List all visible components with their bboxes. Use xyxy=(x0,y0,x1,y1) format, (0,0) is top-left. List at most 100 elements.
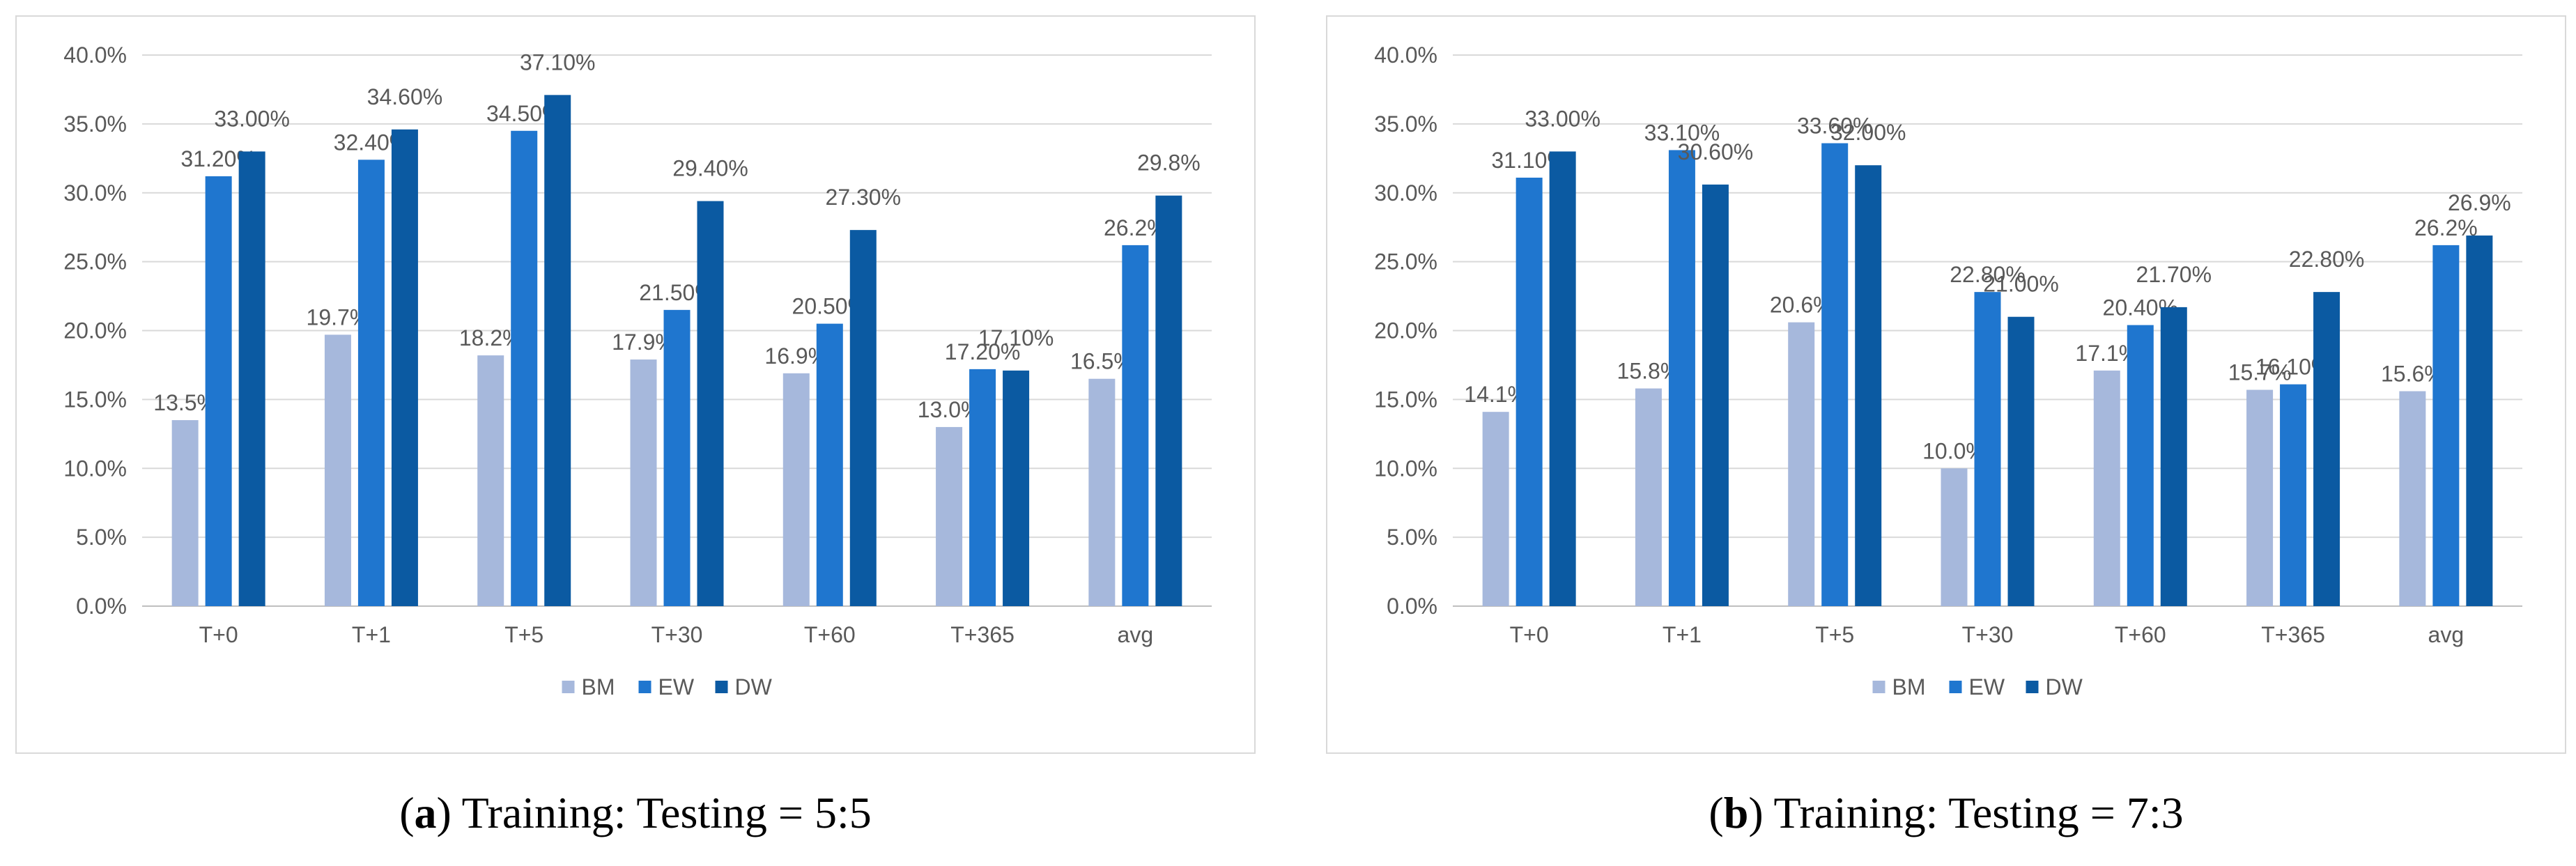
y-tick-label: 0.0% xyxy=(1387,594,1437,619)
bar-bm xyxy=(2246,389,2274,606)
caption-a-text: Training: Testing = 5:5 xyxy=(461,788,872,837)
y-tick-label: 35.0% xyxy=(1374,111,1437,137)
bar-ew xyxy=(2432,245,2460,606)
x-tick-label: T+30 xyxy=(1962,622,2014,647)
x-tick-label: T+5 xyxy=(1815,622,1854,647)
data-label: 22.80% xyxy=(2289,247,2365,272)
bar-bm xyxy=(2093,370,2120,606)
x-tick-label: T+365 xyxy=(950,622,1015,647)
chart-panel-a: 0.0% 5.0% 10.0% 15.0% 20.0% 25.0% 30.0% 35.0% 40… xyxy=(15,15,1256,754)
bar-ew xyxy=(2127,325,2154,606)
bar-ew xyxy=(663,309,691,606)
x-tick-label: T+60 xyxy=(2115,622,2166,647)
bar-dw xyxy=(849,230,877,607)
data-label: 27.30% xyxy=(826,185,902,210)
bar-bm xyxy=(1941,468,1968,606)
bar-dw xyxy=(238,151,265,607)
y-tick-label: 20.0% xyxy=(63,318,127,343)
bar-ew xyxy=(816,323,843,606)
data-label: 15.7% xyxy=(2228,360,2292,385)
legend-label-bm: BM xyxy=(582,674,615,699)
x-tick-label: T+5 xyxy=(504,622,543,647)
data-label: 30.60% xyxy=(1678,139,1754,164)
y-tick-label: 0.0% xyxy=(76,594,127,619)
y-tick-label: 35.0% xyxy=(63,111,127,137)
data-label: 17.20% xyxy=(945,339,1021,364)
y-tick-label: 10.0% xyxy=(1374,456,1437,481)
x-tick-label: T+1 xyxy=(352,622,391,647)
y-tick-label: 40.0% xyxy=(1374,42,1437,68)
bar-dw xyxy=(2466,235,2493,606)
bar-bm xyxy=(1788,322,1815,606)
bar-bm xyxy=(936,426,963,606)
data-label: 21.70% xyxy=(2136,262,2212,287)
x-tick-label: T+365 xyxy=(2261,622,2325,647)
x-tick-label: T+60 xyxy=(804,622,856,647)
bar-bm xyxy=(1635,388,1662,606)
y-tick-label: 30.0% xyxy=(1374,180,1437,206)
legend-label-dw: DW xyxy=(735,674,773,699)
bar-dw xyxy=(391,129,418,606)
caption-a-letter: a xyxy=(414,788,437,837)
data-label: 26.9% xyxy=(2448,190,2511,215)
y-tick-label: 15.0% xyxy=(63,387,127,412)
legend-swatch-dw xyxy=(2026,681,2039,693)
y-tick-label: 5.0% xyxy=(1387,525,1437,550)
x-tick-label: T+1 xyxy=(1663,622,1702,647)
data-label: 33.00% xyxy=(214,106,290,131)
bar-dw xyxy=(1003,370,1030,606)
chart-panel-b: 0.0% 5.0% 10.0% 15.0% 20.0% 25.0% 30.0% 35.0% 40… xyxy=(1326,15,2566,754)
data-label: 33.00% xyxy=(1525,106,1601,131)
data-label: 21.00% xyxy=(1983,272,2059,297)
bar-ew xyxy=(2280,384,2307,606)
caption-b-letter: b xyxy=(1723,788,1749,837)
legend-swatch-bm xyxy=(562,681,575,693)
legend-swatch-bm xyxy=(1872,681,1885,693)
caption-b-text: Training: Testing = 7:3 xyxy=(1773,788,2184,837)
y-tick-label: 25.0% xyxy=(63,249,127,275)
bar-dw xyxy=(544,95,571,606)
bar-bm xyxy=(630,359,657,606)
data-label: 22.80% xyxy=(1950,262,2026,287)
bar-bm xyxy=(2399,391,2426,606)
bar-bm xyxy=(782,373,810,606)
bar-ew xyxy=(511,130,538,606)
bar-ew xyxy=(205,176,232,606)
data-label: 29.8% xyxy=(1137,150,1201,176)
legend-label-ew: EW xyxy=(658,674,695,699)
bar-ew xyxy=(1974,292,2001,606)
y-tick-label: 20.0% xyxy=(1374,318,1437,343)
bar-dw xyxy=(1155,195,1182,607)
bar-ew xyxy=(1821,143,1849,606)
bar-dw xyxy=(2007,316,2035,606)
legend-label-dw: DW xyxy=(2046,674,2083,699)
bar-ew xyxy=(1668,150,1695,606)
legend-swatch-ew xyxy=(638,681,651,693)
bar-ew xyxy=(969,369,996,606)
bar-dw xyxy=(1702,184,1729,606)
bar-bm xyxy=(324,334,351,606)
bar-bm xyxy=(1088,378,1116,606)
data-label: 29.40% xyxy=(672,156,748,181)
data-label: 33.60% xyxy=(1797,114,1873,139)
x-tick-label: T+0 xyxy=(199,622,238,647)
bar-dw xyxy=(697,201,724,606)
bar-dw xyxy=(1855,165,1882,606)
data-label: 37.10% xyxy=(520,49,596,75)
bar-bm xyxy=(1482,412,1509,606)
data-label: 34.60% xyxy=(367,84,443,109)
bar-bm xyxy=(477,355,504,606)
data-label: 33.10% xyxy=(1644,120,1720,145)
y-tick-label: 30.0% xyxy=(63,180,127,206)
x-tick-label: avg xyxy=(1118,622,1154,647)
bar-dw xyxy=(2160,307,2187,606)
legend-swatch-dw xyxy=(715,681,728,693)
bar-ew xyxy=(1515,177,1543,606)
y-tick-label: 25.0% xyxy=(1374,249,1437,275)
y-tick-label: 40.0% xyxy=(63,42,127,68)
bar-bm xyxy=(171,420,199,606)
x-tick-label: T+0 xyxy=(1510,622,1549,647)
bar-ew xyxy=(357,160,385,607)
x-tick-label: avg xyxy=(2428,622,2465,647)
y-tick-label: 5.0% xyxy=(76,525,127,550)
